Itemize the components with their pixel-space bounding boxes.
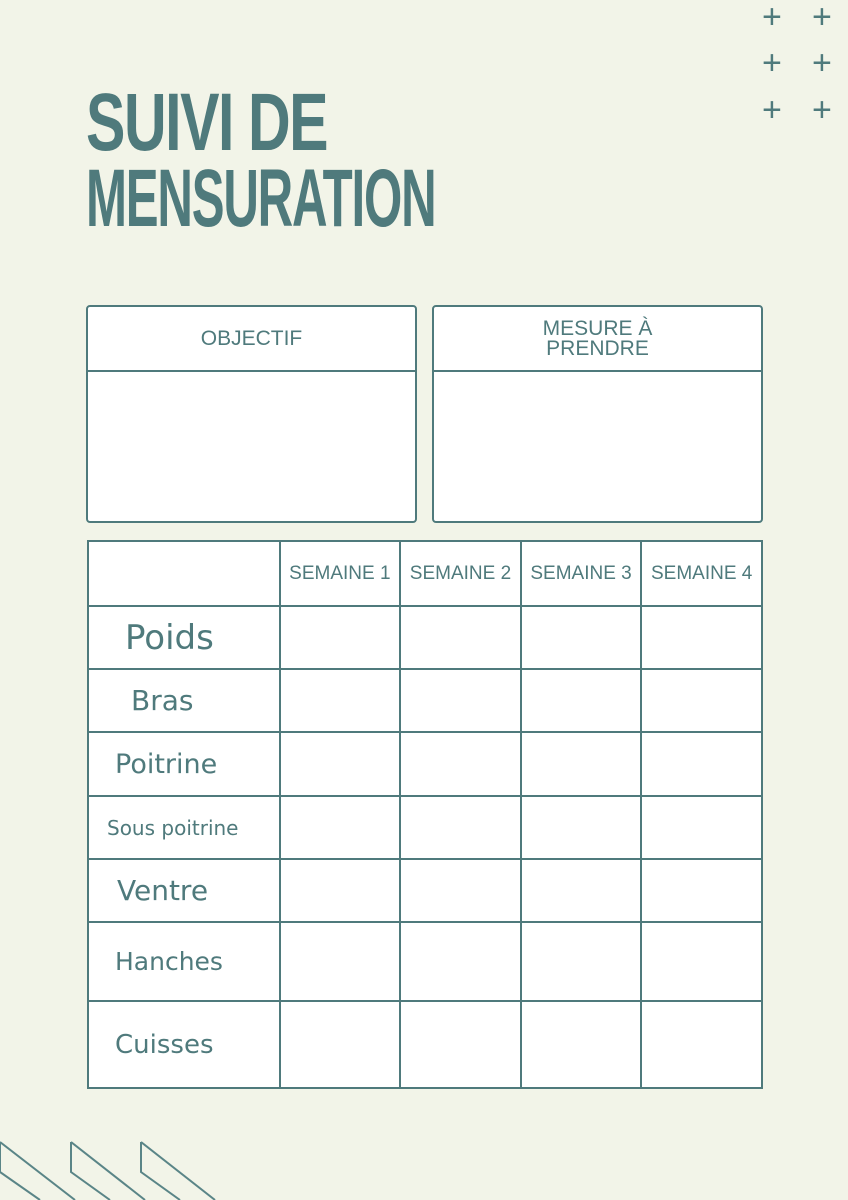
measurement-cell[interactable] bbox=[519, 1000, 643, 1089]
measurement-cell[interactable] bbox=[519, 668, 643, 733]
row-label: Sous poitrine bbox=[87, 795, 281, 860]
table-row: Bras bbox=[87, 668, 763, 733]
measurement-cell[interactable] bbox=[640, 605, 763, 670]
diagonal-line bbox=[70, 1141, 146, 1200]
table-row: Sous poitrine bbox=[87, 795, 763, 860]
mesure-header: MESURE À PRENDRE bbox=[434, 307, 761, 372]
column-header: SEMAINE 3 bbox=[519, 540, 643, 607]
measurement-cell[interactable] bbox=[399, 795, 522, 860]
column-header: SEMAINE 1 bbox=[278, 540, 402, 607]
row-label: Poitrine bbox=[87, 731, 281, 797]
measurement-cell[interactable] bbox=[640, 921, 763, 1002]
plus-icon: + bbox=[762, 0, 782, 36]
title-line-2: MENSURATION bbox=[86, 153, 437, 244]
header-row: SEMAINE 1 SEMAINE 2 SEMAINE 3 SEMAINE 4 bbox=[87, 540, 763, 607]
measurement-cell[interactable] bbox=[519, 858, 643, 923]
measurement-cell[interactable] bbox=[278, 858, 402, 923]
measurement-cell[interactable] bbox=[640, 1000, 763, 1089]
diagonal-line bbox=[0, 1142, 41, 1200]
column-header: SEMAINE 4 bbox=[640, 540, 763, 607]
plus-icon: + bbox=[762, 44, 782, 82]
measurement-cell[interactable] bbox=[399, 858, 522, 923]
row-label: Ventre bbox=[87, 858, 281, 923]
measurement-cell[interactable] bbox=[278, 668, 402, 733]
measurement-cell[interactable] bbox=[278, 605, 402, 670]
table-row: Ventre bbox=[87, 858, 763, 923]
title-line-1: SUIVI DE bbox=[86, 77, 329, 168]
measurement-table: SEMAINE 1 SEMAINE 2 SEMAINE 3 SEMAINE 4 Poid… bbox=[87, 540, 763, 1089]
diagonal-line bbox=[0, 1141, 76, 1200]
measurement-cell[interactable] bbox=[399, 1000, 522, 1089]
measurement-cell[interactable] bbox=[399, 668, 522, 733]
measurement-cell[interactable] bbox=[519, 795, 643, 860]
plus-icon: + bbox=[762, 91, 782, 129]
row-label: Hanches bbox=[87, 921, 281, 1002]
row-label: Cuisses bbox=[87, 1000, 281, 1089]
measurement-cell[interactable] bbox=[399, 731, 522, 797]
table-row: Poitrine bbox=[87, 731, 763, 797]
measurement-cell[interactable] bbox=[399, 921, 522, 1002]
measurement-cell[interactable] bbox=[278, 921, 402, 1002]
measurement-cell[interactable] bbox=[519, 731, 643, 797]
measurement-cell[interactable] bbox=[640, 858, 763, 923]
measurement-cell[interactable] bbox=[399, 605, 522, 670]
measurement-cell[interactable] bbox=[640, 731, 763, 797]
table-row: Poids bbox=[87, 605, 763, 670]
plus-icon: + bbox=[812, 91, 832, 129]
measurement-cell[interactable] bbox=[278, 731, 402, 797]
objectif-header: OBJECTIF bbox=[88, 307, 415, 372]
diagonal-line bbox=[140, 1142, 181, 1200]
measurement-cell[interactable] bbox=[519, 921, 643, 1002]
table-row: Hanches bbox=[87, 921, 763, 1002]
measurement-cell[interactable] bbox=[640, 668, 763, 733]
measurement-cell[interactable] bbox=[519, 605, 643, 670]
plus-icon: + bbox=[812, 0, 832, 36]
plus-icon: + bbox=[812, 44, 832, 82]
row-label: Poids bbox=[87, 605, 281, 670]
column-header: SEMAINE 2 bbox=[399, 540, 522, 607]
measurement-cell[interactable] bbox=[278, 795, 402, 860]
mesure-box[interactable]: MESURE À PRENDRE bbox=[432, 305, 763, 523]
objectif-box[interactable]: OBJECTIF bbox=[86, 305, 417, 523]
measurement-cell[interactable] bbox=[278, 1000, 402, 1089]
diagonal-line bbox=[70, 1142, 111, 1200]
diagonal-line bbox=[140, 1141, 216, 1200]
corner-cell bbox=[87, 540, 281, 607]
row-label: Bras bbox=[87, 668, 281, 733]
table-row: Cuisses bbox=[87, 1000, 763, 1089]
measurement-cell[interactable] bbox=[640, 795, 763, 860]
diagonal-lines-decoration bbox=[0, 1141, 216, 1200]
